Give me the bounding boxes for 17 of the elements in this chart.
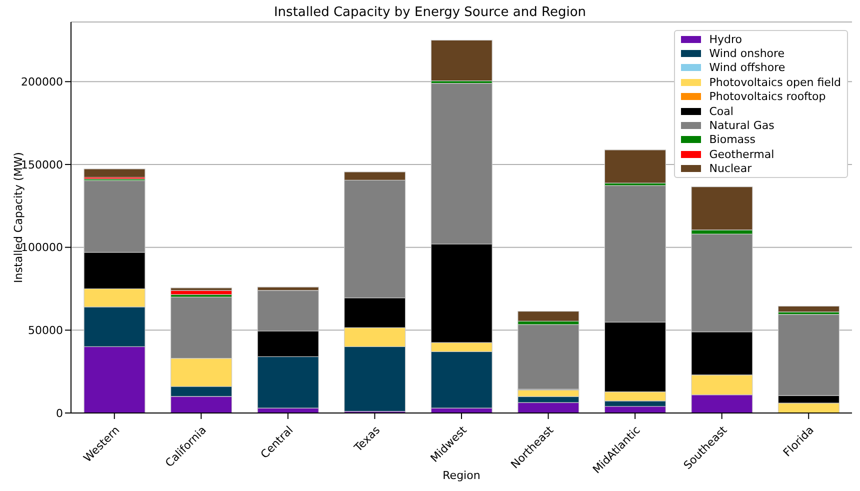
legend-label: Hydro — [709, 32, 742, 46]
y-tick-label: 100000 — [21, 241, 63, 254]
legend-label: Geothermal — [709, 148, 774, 161]
legend-label: Wind offshore — [709, 61, 786, 74]
legend-label: Coal — [709, 104, 734, 118]
y-tick-label: 200000 — [21, 76, 63, 89]
legend-label: Natural Gas — [709, 119, 774, 132]
y-tick-label: 0 — [56, 406, 63, 420]
chart-title: Installed Capacity by Energy Source and Region — [272, 5, 588, 20]
y-tick-label: 50000 — [28, 324, 63, 338]
x-axis-title: Region — [442, 469, 480, 482]
legend-label: Nuclear — [709, 162, 752, 176]
y-tick-label: 150000 — [21, 158, 63, 172]
legend-label: Biomass — [709, 133, 756, 146]
legend-label: Wind onshore — [709, 47, 785, 60]
legend-label: Photovoltaics rooftop — [709, 90, 826, 104]
legend-label: Photovoltaics open field — [709, 76, 841, 89]
